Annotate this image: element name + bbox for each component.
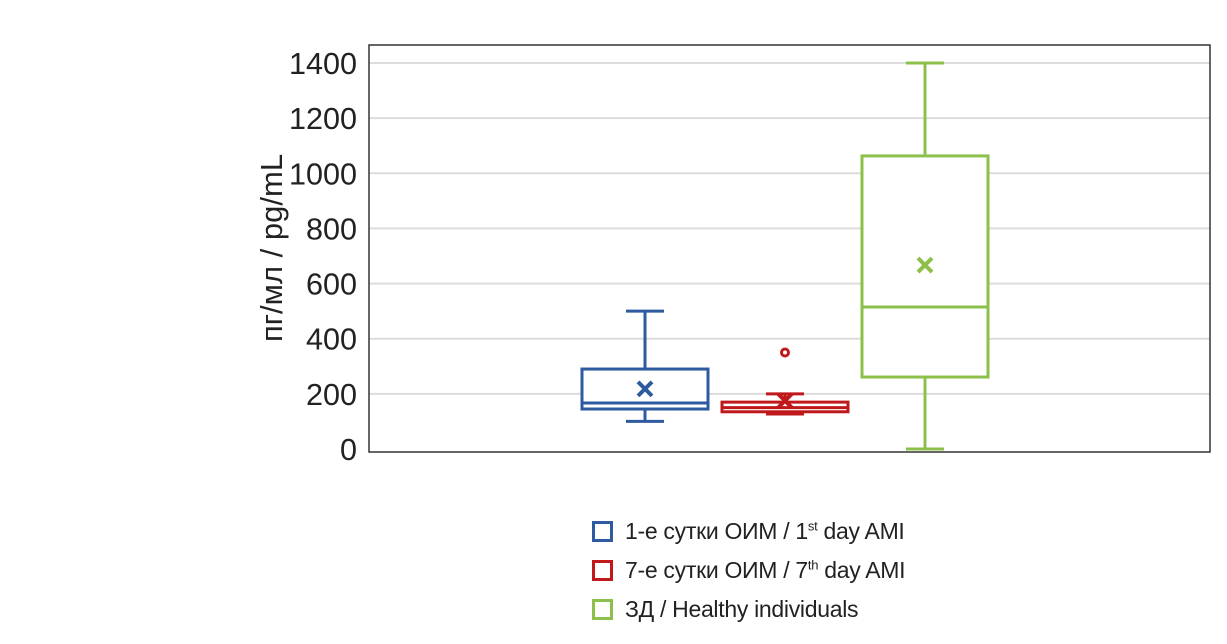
y-axis-label: пг/мл / pg/mL bbox=[254, 154, 289, 342]
legend-swatch bbox=[592, 560, 613, 581]
y-tick-label: 800 bbox=[306, 211, 357, 246]
legend-item-1: 1-е сутки ОИМ / 1st day AMI bbox=[592, 512, 905, 551]
y-tick-label: 200 bbox=[306, 377, 357, 412]
legend-item-2: 7-е сутки ОИМ / 7th day AMI bbox=[592, 551, 906, 590]
legend-label: ЗД / Healthy individuals bbox=[625, 596, 859, 622]
mean-marker bbox=[636, 380, 654, 398]
y-tick-label: 600 bbox=[306, 267, 357, 302]
legend-swatch bbox=[592, 599, 613, 620]
outlier-point bbox=[780, 347, 790, 358]
legend-swatch bbox=[592, 521, 613, 542]
box bbox=[860, 154, 990, 379]
mean-marker bbox=[776, 392, 794, 410]
legend: 1-е сутки ОИМ / 1st day AMI 7-е сутки ОИ… bbox=[592, 512, 906, 629]
y-tick-label: 1200 bbox=[289, 101, 357, 136]
y-tick-label: 400 bbox=[306, 322, 357, 357]
plot-area-border bbox=[368, 44, 1211, 453]
y-tick-label: 1400 bbox=[289, 46, 357, 81]
legend-label: 7-е сутки ОИМ / 7th day AMI bbox=[625, 557, 906, 583]
mean-marker bbox=[916, 256, 934, 274]
legend-label: 1-е сутки ОИМ / 1st day AMI bbox=[625, 518, 905, 544]
y-tick-label: 1000 bbox=[289, 156, 357, 191]
y-tick-label: 0 bbox=[340, 432, 357, 467]
legend-item-3: ЗД / Healthy individuals bbox=[592, 590, 905, 629]
